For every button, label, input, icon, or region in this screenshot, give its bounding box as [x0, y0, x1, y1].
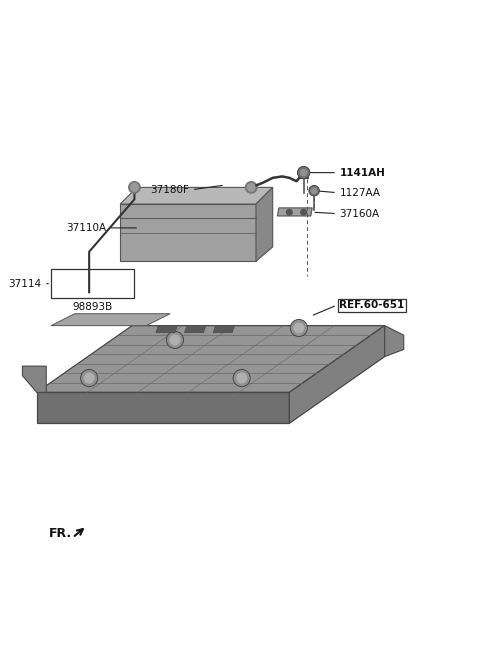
Circle shape — [309, 186, 319, 196]
Text: 37180F: 37180F — [150, 185, 189, 195]
Polygon shape — [256, 188, 273, 261]
Polygon shape — [37, 325, 384, 392]
Circle shape — [131, 184, 138, 191]
Text: 37160A: 37160A — [339, 209, 380, 218]
Circle shape — [294, 323, 304, 333]
Text: 37110A: 37110A — [66, 223, 106, 233]
Text: 37114: 37114 — [8, 279, 41, 289]
Text: REF.60-651: REF.60-651 — [339, 300, 405, 310]
Circle shape — [301, 209, 307, 215]
Circle shape — [129, 182, 140, 193]
Circle shape — [287, 209, 292, 215]
Circle shape — [247, 184, 255, 191]
Circle shape — [312, 188, 317, 194]
Text: FR.: FR. — [48, 527, 72, 541]
Polygon shape — [51, 314, 170, 325]
Polygon shape — [289, 325, 384, 423]
Circle shape — [300, 169, 307, 176]
Text: 1127AA: 1127AA — [339, 188, 380, 197]
Text: 1141AH: 1141AH — [339, 168, 385, 178]
Circle shape — [233, 369, 250, 386]
Circle shape — [167, 331, 183, 348]
Circle shape — [245, 182, 257, 193]
Polygon shape — [156, 325, 177, 333]
Polygon shape — [120, 204, 256, 261]
Text: 98893B: 98893B — [72, 302, 113, 312]
Circle shape — [290, 319, 308, 337]
Polygon shape — [37, 392, 289, 423]
Circle shape — [81, 369, 98, 386]
Polygon shape — [277, 208, 312, 216]
Circle shape — [170, 335, 180, 344]
Circle shape — [84, 373, 94, 383]
Polygon shape — [184, 325, 206, 333]
Polygon shape — [23, 366, 46, 392]
Polygon shape — [213, 325, 235, 333]
Circle shape — [298, 167, 310, 179]
Polygon shape — [120, 188, 273, 204]
Polygon shape — [384, 325, 404, 357]
Polygon shape — [299, 171, 309, 178]
Circle shape — [237, 373, 246, 383]
Bar — [51, 270, 134, 298]
